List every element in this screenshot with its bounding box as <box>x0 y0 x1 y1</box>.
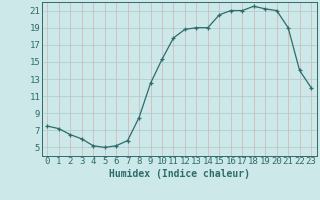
X-axis label: Humidex (Indice chaleur): Humidex (Indice chaleur) <box>109 169 250 179</box>
